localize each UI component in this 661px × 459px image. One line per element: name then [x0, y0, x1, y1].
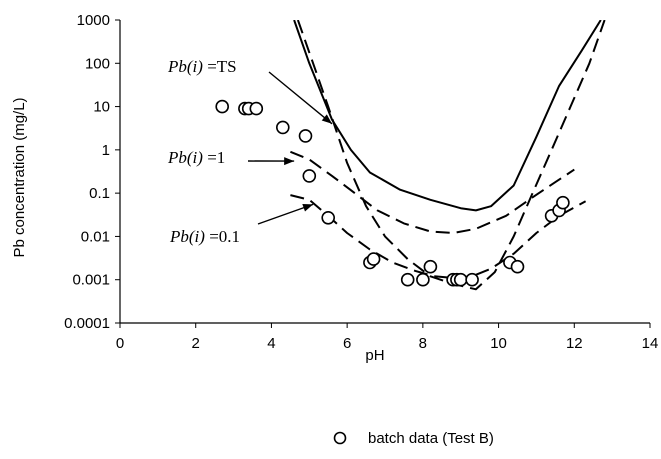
- data-point: [453, 272, 468, 287]
- legend-marker-icon: [333, 431, 347, 445]
- x-tick-label: 0: [116, 335, 124, 352]
- y-tick-label: 0.001: [72, 272, 110, 289]
- solid-model-curve: [293, 20, 602, 212]
- data-point: [298, 129, 313, 143]
- annotation-arrow: [268, 71, 333, 125]
- arrow-head-icon: [302, 203, 314, 212]
- data-point: [556, 195, 570, 210]
- x-tick-label: 10: [490, 335, 507, 352]
- y-tick-label: 0.01: [81, 228, 110, 245]
- y-tick-label: 0.1: [89, 185, 110, 202]
- data-point: [423, 259, 438, 274]
- dashed-model-curve: [296, 20, 606, 291]
- annotation-label: Pb(i) =TS: [167, 57, 237, 76]
- legend-label: batch data (Test B): [368, 430, 494, 447]
- annotation: Pb(i) =1: [167, 148, 295, 167]
- x-tick-label: 8: [419, 335, 427, 352]
- x-axis-label: pH: [365, 347, 384, 364]
- data-points: [215, 99, 570, 287]
- annotation: Pb(i) =TS: [167, 57, 333, 125]
- annotations: Pb(i) =TS Pb(i) =1 Pb(i) =0.1: [167, 57, 333, 246]
- arrow-head-icon: [321, 114, 332, 124]
- arrow-head-icon: [284, 157, 295, 166]
- x-tick-label: 4: [267, 335, 275, 352]
- annotation: Pb(i) =0.1: [169, 203, 314, 246]
- y-tick-label: 1000: [77, 12, 110, 29]
- data-point: [275, 120, 290, 135]
- y-tick-label: 0.0001: [64, 315, 110, 332]
- x-tick-label: 6: [343, 335, 351, 352]
- y-axis-label: Pb concentration (mg/L): [11, 97, 28, 257]
- data-point: [302, 169, 317, 183]
- y-tick-label: 10: [93, 99, 110, 116]
- y-tick-label: 1: [102, 142, 110, 159]
- x-tick-label: 14: [642, 335, 659, 352]
- data-point: [400, 272, 415, 287]
- data-point: [321, 211, 336, 225]
- dashed-model-curve: [290, 150, 575, 234]
- axes: 0 2 4 6 8 10 12 14 1000 100 10 1 0.1 0.01 0.001 0.0001 p…: [11, 12, 658, 364]
- legend: batch data (Test B): [333, 430, 494, 447]
- x-tick-label: 2: [192, 335, 200, 352]
- x-tick-label: 12: [566, 335, 583, 352]
- data-point: [249, 101, 264, 116]
- annotation-label: Pb(i) =1: [167, 148, 225, 167]
- data-point: [416, 272, 430, 287]
- y-tick-label: 100: [85, 55, 110, 72]
- data-point: [510, 259, 525, 274]
- dashed-model-curve: [290, 194, 587, 279]
- annotation-label: Pb(i) =0.1: [169, 227, 240, 246]
- data-point: [366, 252, 381, 266]
- model-curves: [290, 20, 606, 291]
- data-point: [215, 99, 229, 114]
- data-point: [465, 272, 479, 287]
